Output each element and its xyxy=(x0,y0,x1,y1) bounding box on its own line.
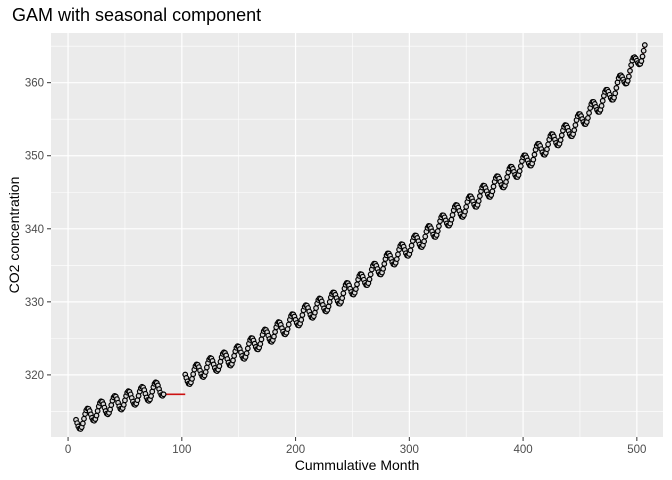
observed-point xyxy=(408,242,415,249)
observed-point xyxy=(190,371,197,378)
observed-point xyxy=(339,295,346,302)
observed-point xyxy=(571,127,578,134)
observed-point xyxy=(94,408,101,414)
observed-point xyxy=(202,369,209,375)
observed-point xyxy=(422,233,429,240)
observed-point xyxy=(93,412,100,419)
observed-point xyxy=(490,183,497,190)
observed-point xyxy=(230,357,236,364)
observed-point xyxy=(381,261,388,267)
observed-point xyxy=(572,122,579,129)
observed-point xyxy=(367,271,374,278)
observed-point xyxy=(557,137,564,143)
observed-point xyxy=(517,163,524,170)
y-tick-label: 360 xyxy=(25,78,44,90)
observed-series xyxy=(73,42,648,432)
observed-point xyxy=(79,420,86,427)
x-axis: 0 100 200 300 400 500 xyxy=(65,437,646,456)
observed-point xyxy=(340,290,347,297)
observed-point xyxy=(380,265,387,272)
observed-point xyxy=(285,321,292,328)
x-tick-label: 400 xyxy=(513,444,532,456)
observed-point xyxy=(613,84,620,91)
observed-point xyxy=(641,42,648,48)
observed-point xyxy=(545,141,552,148)
observed-point xyxy=(298,316,305,323)
y-tick-label: 350 xyxy=(25,151,44,163)
observed-point xyxy=(231,352,238,359)
observed-point xyxy=(271,333,277,340)
x-tick-label: 300 xyxy=(400,444,419,456)
observed-point xyxy=(393,256,400,263)
minor-gridlines xyxy=(51,33,663,437)
observed-point xyxy=(312,309,318,316)
observed-point xyxy=(421,238,428,245)
observed-point xyxy=(395,251,401,258)
observed-point xyxy=(598,102,605,109)
observed-point xyxy=(625,73,632,80)
observed-point xyxy=(504,174,511,180)
major-gridlines xyxy=(51,33,663,437)
observed-point xyxy=(160,391,167,398)
observed-point xyxy=(530,156,537,163)
observed-point xyxy=(203,364,210,371)
observed-point xyxy=(612,90,619,97)
observed-point xyxy=(475,198,482,204)
observed-point xyxy=(449,212,456,218)
observed-point xyxy=(531,151,538,158)
observed-point xyxy=(544,146,550,153)
observed-point xyxy=(627,67,633,74)
observed-point xyxy=(257,341,264,347)
x-tick-label: 500 xyxy=(627,444,646,456)
y-axis: 320 330 340 350 360 xyxy=(25,78,51,382)
x-tick-label: 0 xyxy=(65,444,71,456)
observed-point xyxy=(640,47,647,54)
observed-point xyxy=(585,115,591,121)
observed-point xyxy=(189,375,195,382)
observed-point xyxy=(366,276,373,283)
observed-point xyxy=(638,58,645,64)
observed-point xyxy=(326,299,333,305)
y-axis-title: CO2 concentration xyxy=(6,177,22,294)
observed-point xyxy=(462,208,468,215)
y-tick-label: 330 xyxy=(25,297,44,309)
observed-point xyxy=(299,312,306,318)
observed-point xyxy=(284,326,291,333)
observed-point xyxy=(313,305,319,311)
observed-point xyxy=(434,228,441,235)
observed-point xyxy=(448,216,455,223)
y-tick-label: 320 xyxy=(25,370,44,382)
observed-point xyxy=(639,53,646,60)
observed-point xyxy=(586,110,592,116)
observed-point xyxy=(476,193,483,199)
observed-point xyxy=(244,345,251,352)
observed-point xyxy=(243,350,250,357)
observed-point xyxy=(599,97,606,104)
observed-point xyxy=(436,223,442,230)
observed-point xyxy=(272,329,279,335)
observed-point xyxy=(352,286,359,292)
observed-point xyxy=(407,247,414,254)
observed-point xyxy=(258,336,265,343)
observed-point xyxy=(463,203,470,210)
observed-point xyxy=(628,62,635,68)
x-tick-label: 100 xyxy=(172,444,191,456)
observed-point xyxy=(489,188,496,195)
x-tick-label: 200 xyxy=(286,444,305,456)
observed-point xyxy=(516,168,523,175)
chart-title: GAM with seasonal component xyxy=(12,5,262,25)
observed-point xyxy=(81,415,87,422)
plot-panel xyxy=(51,33,663,437)
y-tick-label: 340 xyxy=(25,224,44,236)
x-axis-title: Cummulative Month xyxy=(295,457,420,473)
observed-point xyxy=(558,132,565,139)
observed-point xyxy=(354,281,360,288)
observed-point xyxy=(503,178,509,185)
observed-point xyxy=(325,303,332,310)
